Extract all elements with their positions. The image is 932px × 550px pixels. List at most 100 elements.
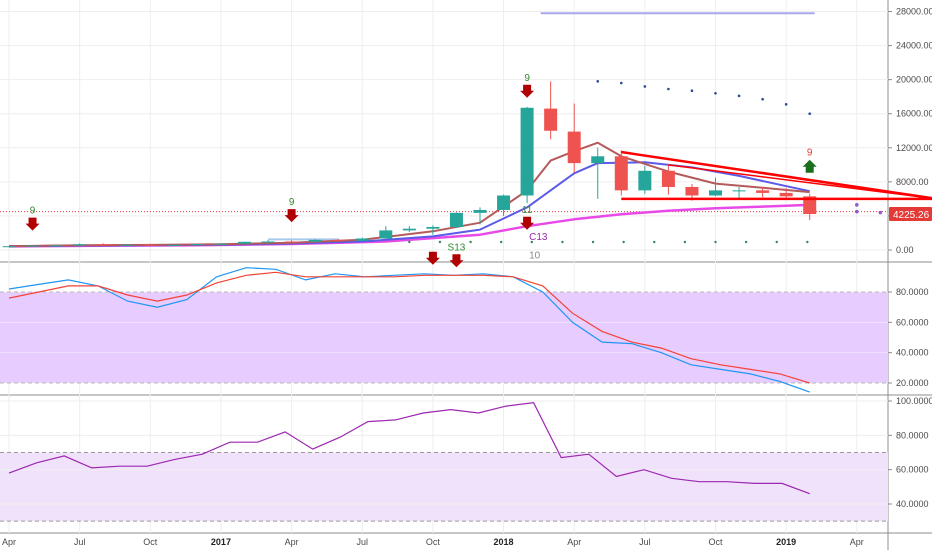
- psar-dot: [761, 97, 764, 101]
- candle-body: [2, 246, 16, 248]
- candle[interactable]: [167, 244, 181, 246]
- candle[interactable]: [756, 186, 770, 198]
- rsi-tick-label: 60.0000: [896, 465, 929, 475]
- price-tick-label: 0.00: [896, 245, 914, 255]
- candle[interactable]: [308, 239, 322, 243]
- price-pane[interactable]: 9 9 9 9 S13 11 C13 10: [0, 12, 932, 268]
- candle[interactable]: [402, 226, 416, 233]
- candle[interactable]: [332, 239, 346, 242]
- candle-body: [709, 190, 722, 196]
- candle-body: [732, 190, 746, 192]
- rsi-tick-label: 80.0000: [896, 430, 929, 440]
- indicator-dot: [855, 203, 859, 207]
- candle[interactable]: [143, 244, 157, 246]
- candle-body: [238, 241, 251, 244]
- sell-arrow-icon: [425, 251, 440, 265]
- candle-body: [614, 156, 628, 191]
- candle-body: [756, 190, 770, 193]
- psar-dot: [620, 81, 623, 85]
- td-count-label: 9: [807, 148, 813, 159]
- psar-dot: [643, 85, 647, 88]
- time-tick-label: Apr: [567, 537, 581, 547]
- candle[interactable]: [355, 237, 369, 241]
- stochastic-tick-label: 80.0000: [896, 287, 929, 297]
- stochastic-tick-label: 20.0000: [896, 378, 929, 388]
- candle[interactable]: [261, 240, 275, 244]
- volume-dot: [653, 240, 656, 244]
- time-tick-label: Jul: [639, 537, 651, 547]
- candle[interactable]: [2, 245, 16, 248]
- candle[interactable]: [544, 81, 558, 140]
- volume-dot: [499, 240, 503, 244]
- td-count-label: 9: [524, 73, 530, 84]
- td-count-label: 9: [30, 206, 36, 217]
- candle-body: [285, 241, 299, 243]
- candle-body: [26, 245, 40, 247]
- sma-slow-line: [8, 203, 810, 248]
- candle[interactable]: [614, 150, 628, 196]
- candle-body: [449, 212, 463, 228]
- time-tick-label: Oct: [426, 537, 441, 547]
- time-axis[interactable]: Apr Jul Oct 2017 Apr Jul Oct 2018 Apr Jul Oct 2019 A…: [2, 537, 864, 547]
- price-tick-label: 24000.00: [896, 41, 932, 51]
- td-count-label: 11: [522, 205, 533, 216]
- candle[interactable]: [238, 241, 251, 244]
- time-tick-label: Apr: [2, 537, 16, 547]
- price-tick-label: 28000.00: [896, 7, 932, 17]
- candle[interactable]: [96, 243, 110, 246]
- candle[interactable]: [120, 244, 134, 246]
- candle[interactable]: [26, 245, 40, 247]
- candle-body: [402, 228, 416, 231]
- candle[interactable]: [49, 245, 63, 247]
- candle[interactable]: [473, 207, 487, 225]
- candle[interactable]: [379, 226, 393, 239]
- stochastic-tick-label: 40.0000: [896, 348, 929, 358]
- volume-dot: [714, 240, 717, 244]
- candle[interactable]: [449, 212, 463, 228]
- candle[interactable]: [567, 103, 581, 173]
- stoch-d-line: [8, 271, 810, 384]
- candle[interactable]: [591, 147, 605, 199]
- sell-arrow-icon: [520, 84, 535, 98]
- candle-body: [214, 243, 228, 245]
- price-tick-label: 20000.00: [896, 75, 932, 85]
- candle[interactable]: [779, 187, 793, 199]
- stochastic-pane[interactable]: [0, 267, 888, 393]
- price-tick-label: 16000.00: [896, 109, 932, 119]
- candle[interactable]: [285, 240, 299, 243]
- time-tick-label: Jul: [356, 537, 368, 547]
- volume-dot: [775, 240, 778, 244]
- candle[interactable]: [638, 165, 652, 194]
- volume-dot: [469, 240, 472, 244]
- candle[interactable]: [661, 164, 675, 195]
- price-tick-label: 8000.00: [896, 177, 929, 187]
- indicator-dot: [855, 209, 859, 214]
- candle[interactable]: [497, 194, 511, 216]
- candle[interactable]: [709, 177, 722, 197]
- indicator-dot: [878, 210, 883, 215]
- volume-dot: [530, 240, 534, 244]
- psar-dot: [808, 112, 811, 116]
- time-tick-label: Jul: [74, 537, 86, 547]
- trendline[interactable]: [621, 150, 932, 200]
- candle[interactable]: [426, 225, 440, 235]
- price-axis[interactable]: 0.004000.008000.0012000.0016000.0020000.…: [888, 7, 932, 510]
- candle[interactable]: [73, 243, 87, 246]
- trendline[interactable]: [668, 164, 932, 200]
- candle-body: [497, 195, 511, 210]
- candle[interactable]: [732, 186, 746, 200]
- last-price-label: 4225.26: [893, 210, 930, 221]
- rsi-band: [0, 452, 888, 522]
- sell-arrow-icon: [284, 209, 299, 223]
- sell-arrow-icon: [25, 217, 40, 231]
- volume-dot: [438, 240, 442, 244]
- candle[interactable]: [520, 106, 534, 204]
- candle-body: [544, 108, 558, 131]
- candle[interactable]: [190, 243, 204, 246]
- rsi-pane[interactable]: [0, 400, 888, 522]
- candle-body: [779, 192, 793, 197]
- volume-dot: [591, 240, 595, 244]
- time-tick-label: 2019: [776, 537, 796, 547]
- candle[interactable]: [214, 243, 228, 245]
